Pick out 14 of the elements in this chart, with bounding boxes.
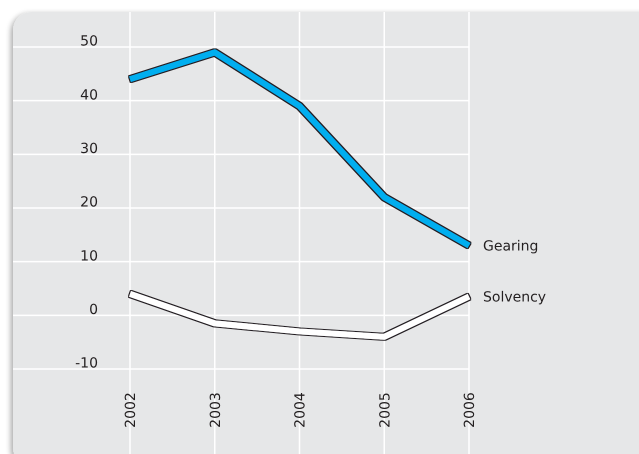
x-tick-label: 2004 (292, 392, 308, 428)
y-tick-label: 10 (80, 248, 98, 264)
y-tick-label: 40 (80, 87, 98, 104)
series-label: Gearing (483, 238, 538, 254)
x-tick-label: 2002 (123, 392, 139, 428)
y-tick-label: 20 (80, 194, 98, 211)
x-tick-label: 2003 (208, 392, 224, 428)
x-tick-label: 2006 (462, 392, 478, 428)
y-tick-label: 50 (80, 34, 98, 50)
x-tick-label: 2005 (377, 392, 394, 428)
y-tick-label: 30 (80, 140, 98, 157)
y-tick-label: -10 (75, 356, 98, 372)
series-label: Solvency (483, 289, 546, 306)
y-tick-label: 0 (89, 302, 98, 318)
